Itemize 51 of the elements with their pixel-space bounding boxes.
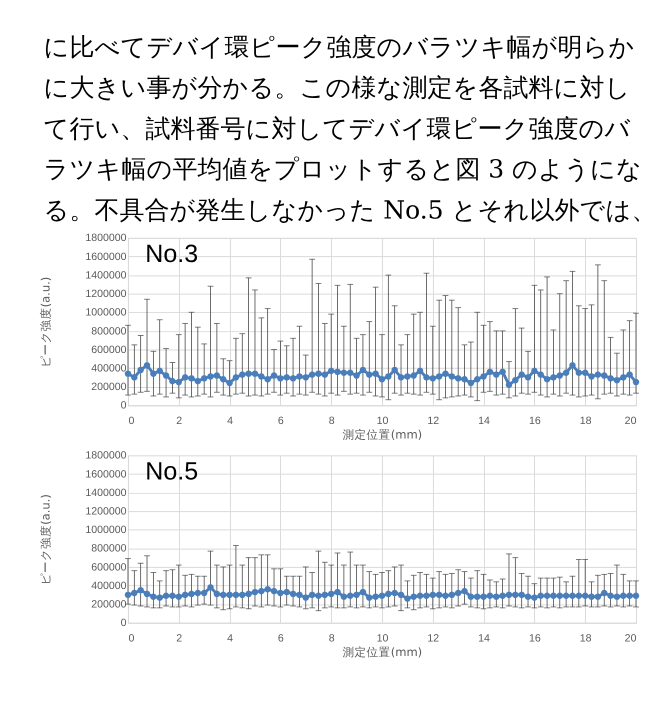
y-axis-title: ピーク強度(a.u.) bbox=[38, 276, 53, 368]
y-tick-label: 1000000 bbox=[85, 306, 127, 319]
y-tick-label: 600000 bbox=[91, 561, 127, 574]
text: る。不具合が発生しなかった No.5 とそれ以外では、 bbox=[43, 195, 657, 224]
chart-title: No.5 bbox=[145, 457, 198, 486]
y-tick-label: 200000 bbox=[91, 381, 127, 394]
y-tick-label: 600000 bbox=[91, 344, 127, 356]
y-tick-label: 1800000 bbox=[85, 232, 127, 244]
text: に比べてデバイ環ピーク強度のバラツキ幅が明らか bbox=[43, 32, 634, 62]
x-tick-label: 10 bbox=[376, 632, 388, 645]
x-tick-label: 18 bbox=[580, 632, 592, 645]
x-tick-label: 20 bbox=[624, 632, 637, 645]
text: て行い、試料番号に対してデバイ環ピーク強度のバ bbox=[43, 114, 630, 143]
y-tick-label: 1400000 bbox=[85, 269, 127, 282]
x-tick-label: 14 bbox=[478, 632, 490, 645]
chart-title: No.3 bbox=[145, 240, 198, 268]
y-tick-label: 0 bbox=[120, 400, 127, 412]
y-tick-label: 400000 bbox=[91, 580, 127, 592]
text: に大きい事が分かる。この様な測定を各試料に対し bbox=[43, 73, 630, 102]
x-tick-label: 12 bbox=[427, 415, 440, 428]
y-tick-label: 800000 bbox=[91, 325, 127, 338]
x-tick-label: 6 bbox=[278, 415, 284, 428]
x-tick-label: 12 bbox=[427, 632, 440, 645]
x-tick-label: 20 bbox=[624, 415, 637, 428]
x-tick-label: 6 bbox=[278, 632, 284, 645]
x-tick-label: 8 bbox=[328, 632, 335, 645]
y-tick-label: 1200000 bbox=[85, 288, 127, 300]
y-tick-label: 1000000 bbox=[85, 524, 127, 536]
x-tick-label: 4 bbox=[227, 632, 234, 645]
y-axis-title: ピーク強度(a.u.) bbox=[38, 494, 53, 585]
y-tick-label: 1200000 bbox=[85, 506, 127, 518]
y-tick-label: 1800000 bbox=[85, 450, 127, 462]
x-tick-label: 18 bbox=[580, 415, 592, 428]
text: ラツキ幅の平均値をプロットすると図 3 のようにな bbox=[43, 154, 642, 184]
x-tick-label: 14 bbox=[478, 415, 490, 428]
x-axis-title: 測定位置(mm) bbox=[342, 427, 422, 442]
y-tick-label: 1400000 bbox=[85, 486, 127, 499]
x-tick-label: 2 bbox=[176, 632, 182, 645]
x-tick-label: 4 bbox=[227, 415, 234, 428]
x-tick-label: 2 bbox=[176, 415, 182, 428]
x-tick-label: 16 bbox=[528, 632, 541, 645]
x-tick-label: 10 bbox=[376, 415, 388, 428]
y-tick-label: 200000 bbox=[91, 598, 127, 611]
x-axis-title: 測定位置(mm) bbox=[342, 644, 422, 659]
y-tick-label: 400000 bbox=[91, 362, 127, 374]
y-tick-label: 1600000 bbox=[85, 250, 127, 263]
x-tick-label: 8 bbox=[328, 415, 335, 428]
x-tick-label: 16 bbox=[528, 415, 541, 428]
y-tick-label: 1600000 bbox=[85, 468, 127, 480]
y-tick-label: 800000 bbox=[91, 542, 127, 555]
y-tick-label: 0 bbox=[120, 617, 127, 630]
